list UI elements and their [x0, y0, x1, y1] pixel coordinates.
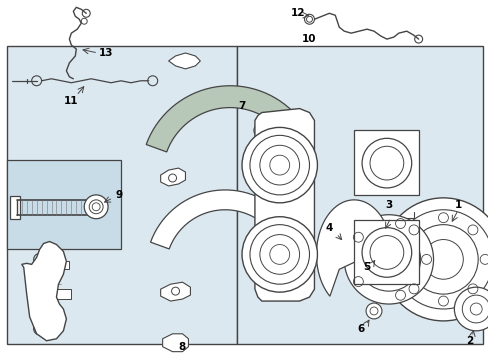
- Polygon shape: [56, 289, 72, 299]
- Polygon shape: [150, 190, 300, 249]
- Polygon shape: [169, 53, 200, 69]
- Circle shape: [250, 225, 310, 284]
- Circle shape: [370, 307, 378, 315]
- Circle shape: [242, 217, 318, 292]
- Polygon shape: [146, 86, 314, 152]
- Bar: [7, 160, 121, 249]
- Circle shape: [362, 228, 412, 277]
- Circle shape: [260, 145, 299, 185]
- Text: 2: 2: [466, 336, 474, 346]
- Polygon shape: [255, 109, 315, 301]
- Text: 1: 1: [455, 200, 462, 210]
- Text: 5: 5: [364, 262, 370, 272]
- Text: 12: 12: [291, 8, 305, 18]
- Polygon shape: [22, 242, 66, 341]
- Circle shape: [470, 303, 482, 315]
- Circle shape: [250, 135, 310, 195]
- Circle shape: [382, 198, 490, 321]
- Circle shape: [370, 235, 404, 269]
- Circle shape: [89, 200, 103, 214]
- Circle shape: [371, 242, 407, 277]
- Text: 6: 6: [358, 324, 365, 334]
- Bar: [354, 220, 418, 284]
- Bar: [7, 46, 237, 344]
- Text: 11: 11: [64, 96, 78, 105]
- Circle shape: [84, 195, 108, 219]
- Circle shape: [270, 244, 290, 264]
- Polygon shape: [163, 334, 189, 352]
- Circle shape: [92, 203, 100, 211]
- Bar: [237, 46, 483, 344]
- Circle shape: [370, 146, 404, 180]
- Text: 9: 9: [116, 190, 122, 200]
- Circle shape: [394, 210, 490, 309]
- Text: 3: 3: [385, 200, 392, 210]
- Polygon shape: [161, 168, 185, 186]
- Polygon shape: [161, 282, 191, 301]
- Circle shape: [344, 215, 434, 304]
- Text: 10: 10: [302, 34, 317, 44]
- Circle shape: [260, 235, 299, 274]
- Text: 8: 8: [179, 342, 186, 352]
- Text: 4: 4: [326, 222, 333, 233]
- Circle shape: [462, 295, 490, 323]
- Circle shape: [357, 228, 420, 291]
- Polygon shape: [317, 200, 392, 296]
- Polygon shape: [56, 261, 70, 269]
- Circle shape: [242, 127, 318, 203]
- Circle shape: [454, 287, 490, 331]
- Bar: [354, 130, 418, 195]
- Circle shape: [362, 138, 412, 188]
- Circle shape: [409, 225, 478, 294]
- Circle shape: [366, 303, 382, 319]
- Text: 13: 13: [99, 48, 113, 58]
- Text: 7: 7: [238, 100, 245, 111]
- Circle shape: [424, 239, 464, 279]
- Circle shape: [270, 155, 290, 175]
- Bar: [10, 196, 20, 219]
